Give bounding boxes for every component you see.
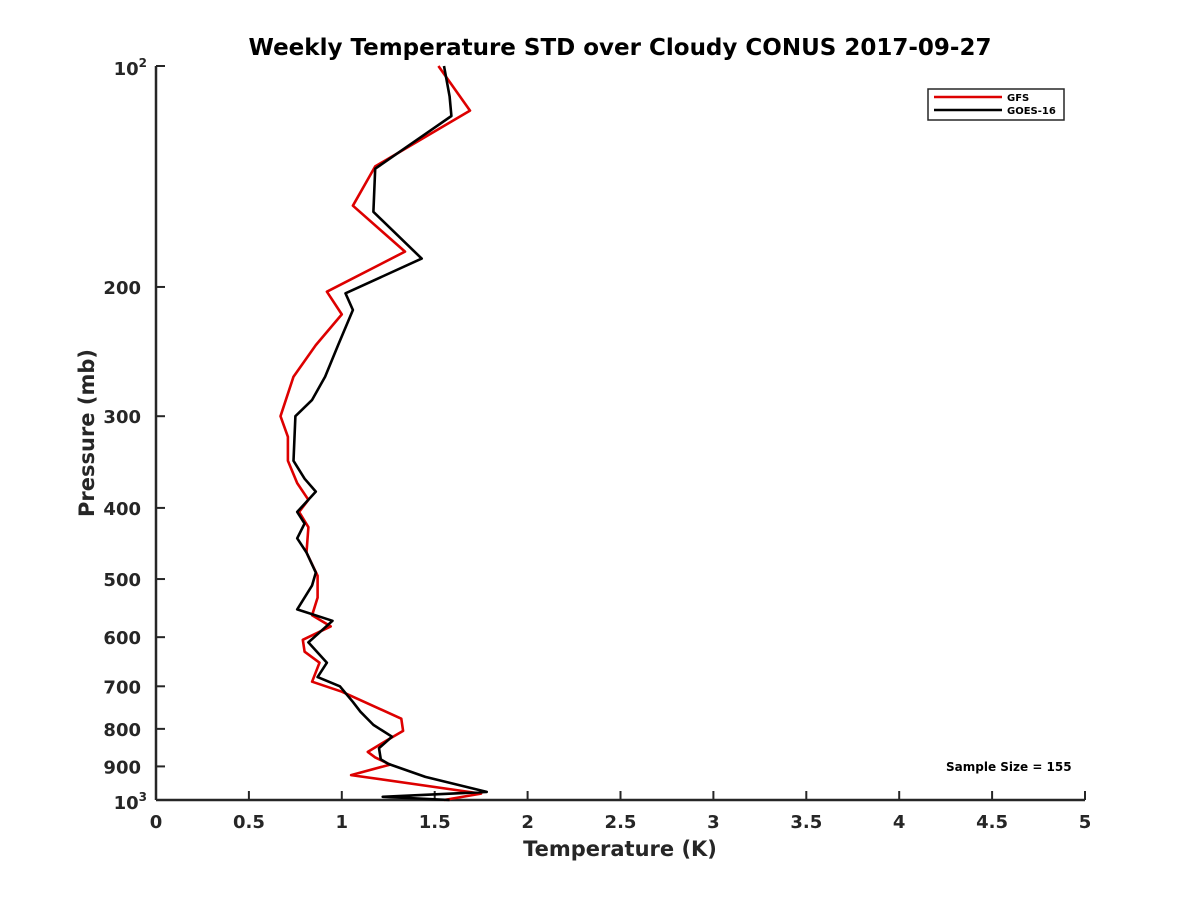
x-ticks: 0 0.5 1 1.5 2 2.5 3 3.5 4 4.5 5 (150, 791, 1092, 833)
legend: GFS GOES-16 (927, 88, 1065, 121)
x-tick-label: 1.5 (419, 812, 451, 833)
y-tick-base: 10 (114, 793, 139, 814)
y-tick-label: 600 (103, 628, 141, 649)
y-tick-label: 103 (114, 790, 147, 814)
x-tick-label: 4.5 (976, 812, 1008, 833)
legend-label-gfs: GFS (1007, 93, 1029, 104)
y-axis-label: Pressure (mb) (75, 349, 99, 517)
y-tick-exponent: 3 (139, 790, 147, 804)
x-axis-label: Temperature (K) (523, 837, 717, 861)
y-tick-label: 300 (103, 407, 141, 428)
y-tick-label: 102 (114, 56, 147, 80)
y-tick-label: 200 (103, 278, 141, 299)
x-tick-label: 0 (150, 812, 163, 833)
x-tick-label: 3 (707, 812, 720, 833)
chart-title: Weekly Temperature STD over Cloudy CONUS… (249, 35, 992, 61)
x-tick-label: 2.5 (605, 812, 637, 833)
x-tick-label: 4 (893, 812, 906, 833)
x-tick-label: 3.5 (790, 812, 822, 833)
series-line-gfs (279, 65, 483, 802)
x-tick-label: 5 (1079, 812, 1092, 833)
sample-size-annotation: Sample Size = 155 (946, 760, 1072, 774)
y-tick-label: 900 (103, 757, 141, 778)
legend-box (927, 88, 1065, 121)
x-tick-label: 1 (336, 812, 349, 833)
y-tick-label: 400 (103, 499, 141, 520)
y-tick-label: 500 (103, 570, 141, 591)
x-tick-label: 0.5 (233, 812, 265, 833)
y-tick-exponent: 2 (139, 56, 147, 70)
x-tick-label: 2 (521, 812, 534, 833)
legend-label-goes16: GOES-16 (1007, 106, 1056, 117)
y-tick-label: 700 (103, 677, 141, 698)
y-tick-base: 10 (114, 59, 139, 80)
series-line-goes16 (292, 65, 489, 802)
series-layer (279, 65, 489, 802)
y-tick-label: 800 (103, 720, 141, 741)
